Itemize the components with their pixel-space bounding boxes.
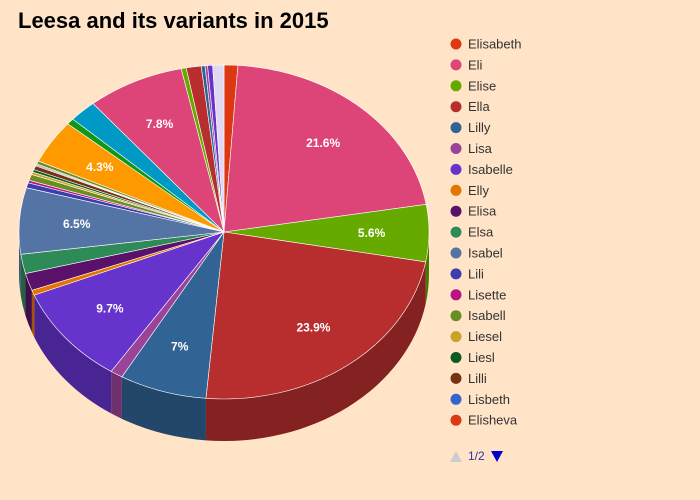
- legend-page-indicator: 1/2: [468, 449, 485, 463]
- pie-slice-eli[interactable]: [223, 65, 427, 233]
- slice-label-6: 9.7%: [96, 301, 124, 315]
- legend-swatch-ella: [450, 101, 462, 113]
- legend-item-ella[interactable]: Ella: [468, 99, 490, 114]
- legend-swatch-isabell: [450, 310, 462, 322]
- legend-item-elsa[interactable]: Elsa: [468, 225, 494, 240]
- pie-slice-isabelle[interactable]: [33, 231, 225, 372]
- legend: Elisabeth Eli Elise Ella Lilly Lisa Isabelle El…: [450, 37, 521, 428]
- legend-swatch-elisabeth: [450, 38, 462, 50]
- legend-item-lilly[interactable]: Lilly: [468, 120, 491, 135]
- legend-item-lisbeth[interactable]: Lisbeth: [468, 392, 510, 407]
- legend-swatch-lisa: [450, 143, 462, 154]
- slice-label-2: 5.6%: [358, 226, 386, 240]
- legend-item-elisabeth[interactable]: Elisabeth: [468, 37, 521, 52]
- legend-item-lisette[interactable]: Lisette: [468, 287, 506, 302]
- legend-swatch-liesel: [450, 331, 462, 343]
- legend-item-isabell[interactable]: Isabell: [468, 308, 506, 323]
- legend-swatch-elise: [450, 80, 462, 92]
- pie-side-9: [20, 254, 26, 316]
- pie-slice-segment-29[interactable]: [212, 64, 225, 233]
- pie-side-5: [111, 371, 122, 419]
- legend-swatch-lisette: [450, 289, 462, 301]
- triangle-up-icon[interactable]: [450, 451, 462, 462]
- legend-item-elisa[interactable]: Elisa: [468, 204, 497, 219]
- pie-side-2: [425, 232, 429, 304]
- legend-item-elisheva[interactable]: Elisheva: [468, 413, 518, 428]
- legend-swatch-lilli: [450, 372, 462, 384]
- pie-slice-ella[interactable]: [205, 231, 427, 400]
- legend-swatch-lisbeth: [450, 393, 462, 405]
- legend-item-lilli[interactable]: Lilli: [468, 371, 487, 386]
- legend-swatch-elisa: [450, 205, 462, 217]
- legend-swatch-lili: [450, 268, 462, 280]
- legend-item-isabel[interactable]: Isabel: [468, 246, 503, 261]
- legend-swatch-elisheva: [450, 414, 462, 426]
- legend-pager: 1/2: [450, 449, 503, 463]
- pie-side-10: [19, 232, 21, 297]
- legend-swatch-isabelle: [450, 163, 462, 175]
- chart-title: Leesa and its variants in 2015: [18, 8, 329, 33]
- legend-swatch-elsa: [450, 226, 462, 238]
- legend-swatch-eli: [450, 59, 462, 71]
- legend-item-elly[interactable]: Elly: [468, 183, 489, 198]
- slice-label-20: 4.3%: [86, 160, 114, 174]
- legend-item-eli[interactable]: Eli: [468, 57, 483, 72]
- legend-item-isabelle[interactable]: Isabelle: [468, 162, 513, 177]
- slice-label-4: 7%: [171, 340, 189, 354]
- legend-swatch-liesl: [450, 352, 462, 363]
- legend-item-liesl[interactable]: Liesl: [468, 350, 495, 365]
- slice-label-1: 21.6%: [306, 136, 340, 150]
- legend-swatch-lilly: [450, 122, 462, 134]
- pie-side-7: [31, 290, 35, 338]
- pie-side-8: [25, 273, 32, 333]
- pie-side-3: [205, 261, 426, 442]
- legend-item-lisa[interactable]: Lisa: [468, 141, 493, 156]
- pie-slice-segment-23[interactable]: [92, 68, 225, 233]
- pie-top: [18, 64, 430, 400]
- legend-swatch-elly: [450, 184, 462, 196]
- slice-label-23: 7.8%: [146, 117, 174, 131]
- slice-label-3: 23.9%: [296, 321, 330, 335]
- pie-side-4: [121, 376, 206, 441]
- slice-labels: 21.6% 5.6% 23.9% 7% 9.7% 6.5% 4.3% 7.8%: [63, 117, 386, 354]
- legend-item-elise[interactable]: Elise: [468, 78, 496, 93]
- legend-item-lili[interactable]: Lili: [468, 266, 484, 281]
- legend-swatch-isabel: [450, 247, 462, 259]
- triangle-down-icon[interactable]: [491, 451, 503, 462]
- legend-item-liesel[interactable]: Liesel: [468, 329, 502, 344]
- slice-label-10: 6.5%: [63, 217, 91, 231]
